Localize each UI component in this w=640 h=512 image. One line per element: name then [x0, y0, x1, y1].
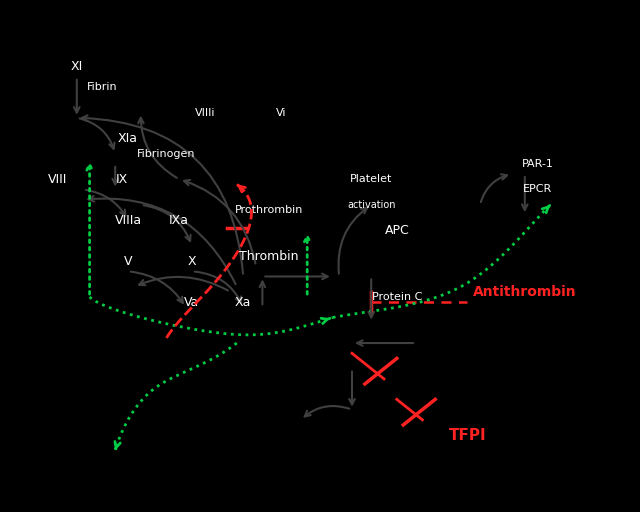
Text: IX: IX — [115, 173, 128, 186]
Text: activation: activation — [347, 200, 396, 210]
Text: Vi: Vi — [276, 108, 287, 118]
Text: Platelet: Platelet — [350, 174, 392, 184]
Text: IXa: IXa — [169, 214, 189, 227]
Text: Thrombin: Thrombin — [239, 249, 298, 263]
Text: Protein C: Protein C — [372, 292, 422, 302]
Text: PAR-1: PAR-1 — [522, 159, 554, 169]
Text: Prothrombin: Prothrombin — [235, 205, 303, 215]
Text: APC: APC — [385, 224, 409, 237]
Text: VIII: VIII — [48, 173, 67, 186]
Text: VIIIa: VIIIa — [115, 214, 141, 227]
Text: XI: XI — [70, 60, 83, 73]
Text: TFPI: TFPI — [449, 428, 486, 443]
Text: Fibrinogen: Fibrinogen — [137, 148, 196, 159]
Text: EPCR: EPCR — [523, 184, 552, 195]
Text: Antithrombin: Antithrombin — [473, 285, 577, 299]
Text: V: V — [124, 254, 132, 268]
Text: VIIIi: VIIIi — [195, 108, 215, 118]
Text: Xa: Xa — [235, 295, 252, 309]
Text: XIa: XIa — [118, 132, 138, 145]
Text: Va: Va — [184, 295, 200, 309]
Text: Fibrin: Fibrin — [87, 82, 118, 92]
Text: X: X — [188, 254, 196, 268]
